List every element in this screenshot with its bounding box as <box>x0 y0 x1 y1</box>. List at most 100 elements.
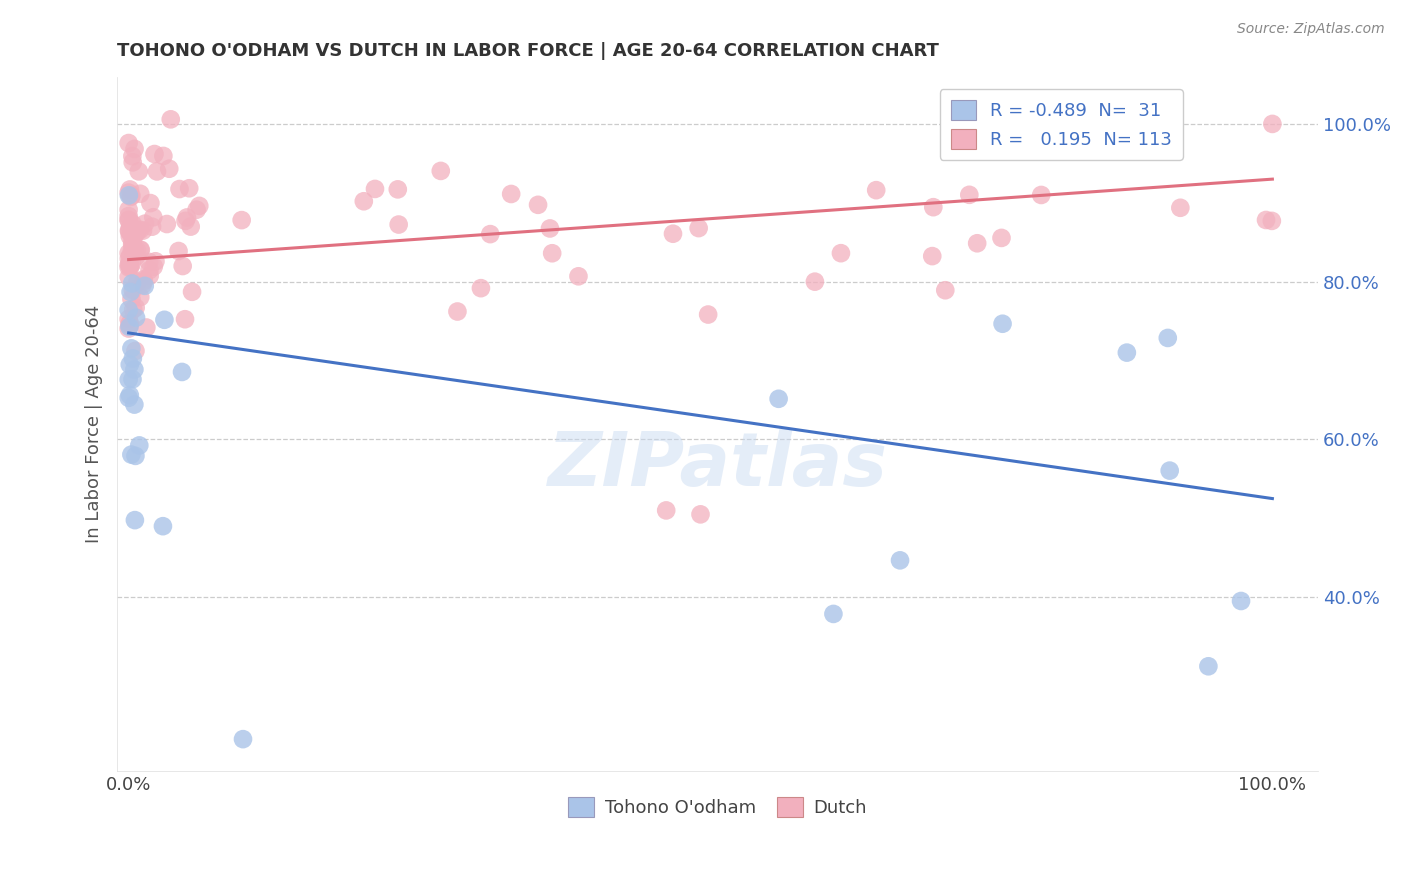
Point <box>120 190 142 204</box>
Point <box>538 221 561 235</box>
Point <box>176 211 198 225</box>
Point <box>125 227 148 241</box>
Point <box>124 513 146 527</box>
Point <box>934 283 956 297</box>
Point <box>990 231 1012 245</box>
Point <box>470 281 492 295</box>
Point <box>1159 464 1181 478</box>
Point <box>118 188 141 202</box>
Text: Source: ZipAtlas.com: Source: ZipAtlas.com <box>1237 22 1385 37</box>
Point <box>121 155 143 169</box>
Point <box>138 255 160 269</box>
Point <box>118 258 141 272</box>
Point <box>121 243 143 257</box>
Point <box>387 182 409 196</box>
Text: ZIPatlas: ZIPatlas <box>548 429 887 502</box>
Point <box>689 508 711 522</box>
Point <box>823 607 845 621</box>
Point <box>132 272 155 286</box>
Point <box>129 290 152 304</box>
Point <box>142 260 165 274</box>
Point <box>120 260 142 274</box>
Point <box>921 249 943 263</box>
Point <box>541 246 564 260</box>
Point <box>1230 594 1253 608</box>
Point <box>132 224 155 238</box>
Point <box>118 257 141 271</box>
Point <box>120 342 142 356</box>
Point <box>124 243 146 257</box>
Point <box>697 308 720 322</box>
Point <box>118 319 141 334</box>
Point <box>121 372 143 386</box>
Y-axis label: In Labor Force | Age 20-64: In Labor Force | Age 20-64 <box>86 304 103 542</box>
Text: TOHONO O'ODHAM VS DUTCH IN LABOR FORCE | AGE 20-64 CORRELATION CHART: TOHONO O'ODHAM VS DUTCH IN LABOR FORCE |… <box>117 42 939 60</box>
Point <box>479 227 502 241</box>
Point <box>118 252 141 266</box>
Point <box>120 248 142 262</box>
Point <box>120 448 142 462</box>
Point <box>138 263 160 277</box>
Point <box>134 278 156 293</box>
Point <box>157 161 180 176</box>
Point <box>364 182 387 196</box>
Point <box>180 219 202 234</box>
Point <box>1115 345 1137 359</box>
Point <box>127 224 149 238</box>
Point <box>129 223 152 237</box>
Point <box>170 365 193 379</box>
Point <box>117 202 139 217</box>
Point <box>152 149 174 163</box>
Point <box>120 188 142 202</box>
Point <box>121 149 143 163</box>
Point <box>143 147 166 161</box>
Point <box>129 243 152 257</box>
Point <box>146 164 169 178</box>
Point <box>118 260 141 275</box>
Point <box>429 164 451 178</box>
Point <box>121 283 143 297</box>
Point <box>135 320 157 334</box>
Point <box>1261 214 1284 228</box>
Point <box>991 317 1014 331</box>
Point <box>172 259 194 273</box>
Point <box>121 257 143 271</box>
Point <box>118 391 141 405</box>
Point <box>122 302 145 317</box>
Point <box>127 275 149 289</box>
Point <box>124 398 146 412</box>
Point <box>117 186 139 200</box>
Point <box>118 316 141 330</box>
Point <box>1031 188 1053 202</box>
Point <box>353 194 375 209</box>
Point <box>446 304 468 318</box>
Point <box>117 136 139 150</box>
Point <box>128 438 150 452</box>
Point <box>118 372 141 386</box>
Point <box>125 301 148 315</box>
Point <box>125 249 148 263</box>
Point <box>124 362 146 376</box>
Point <box>124 343 146 358</box>
Point <box>139 196 162 211</box>
Point <box>121 217 143 231</box>
Point <box>865 183 887 197</box>
Point <box>138 268 160 283</box>
Point <box>118 209 141 223</box>
Point <box>141 219 163 234</box>
Point <box>1197 659 1219 673</box>
Point <box>174 214 197 228</box>
Point <box>1261 117 1284 131</box>
Point <box>120 285 142 299</box>
Point <box>188 199 211 213</box>
Point <box>124 449 146 463</box>
Point <box>142 211 165 225</box>
Point <box>118 229 141 244</box>
Point <box>122 230 145 244</box>
Point <box>830 246 852 260</box>
Point <box>527 198 550 212</box>
Point <box>232 732 254 747</box>
Point <box>117 246 139 260</box>
Point <box>889 553 911 567</box>
Point <box>121 236 143 251</box>
